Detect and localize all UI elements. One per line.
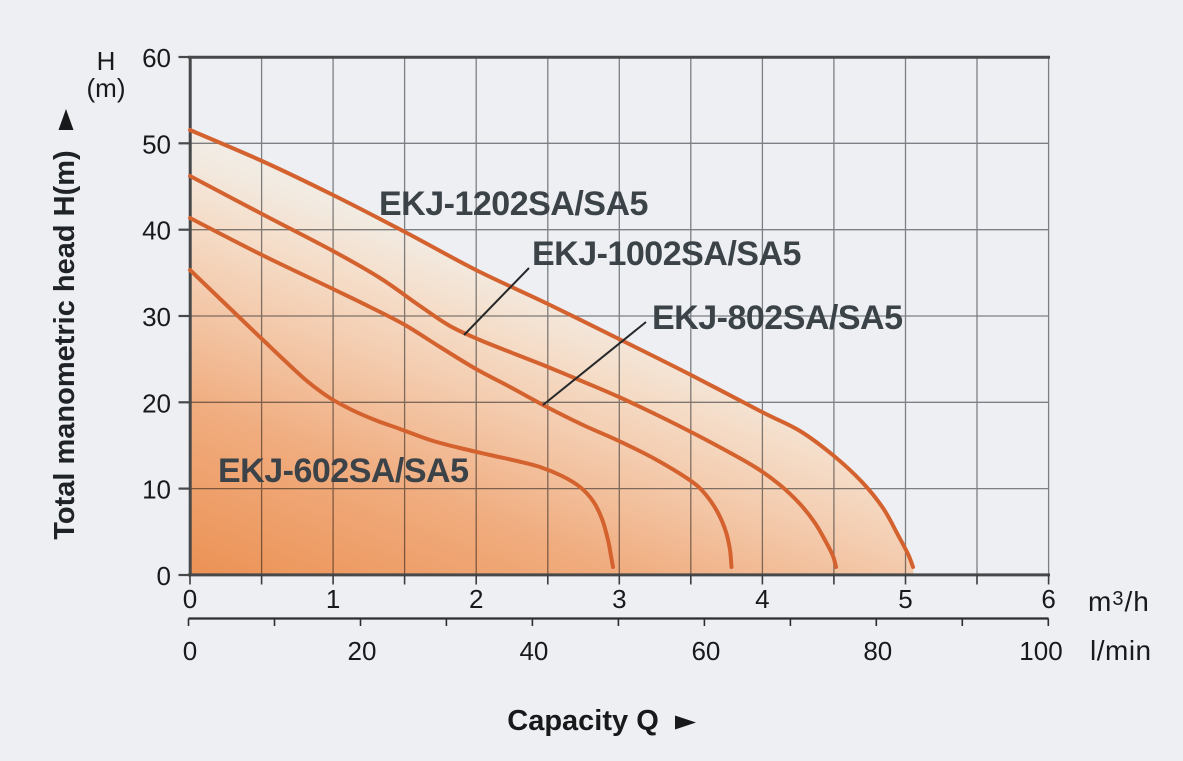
- svg-text:100: 100: [1019, 636, 1062, 666]
- svg-text:20: 20: [142, 388, 171, 418]
- svg-text:10: 10: [142, 475, 171, 505]
- svg-text:60: 60: [691, 636, 720, 666]
- svg-text:3: 3: [612, 584, 626, 614]
- svg-text:5: 5: [898, 584, 912, 614]
- svg-text:Total manometric head H(m): Total manometric head H(m): [49, 150, 81, 539]
- svg-text:6: 6: [1041, 584, 1055, 614]
- svg-text:(m): (m): [87, 73, 126, 103]
- svg-text:1: 1: [326, 584, 340, 614]
- svg-text:50: 50: [142, 129, 171, 159]
- svg-text:80: 80: [863, 636, 892, 666]
- svg-text:m3/h: m3/h: [1088, 586, 1150, 617]
- svg-text:EKJ-1002SA/SA5: EKJ-1002SA/SA5: [532, 235, 801, 273]
- svg-text:2: 2: [469, 584, 483, 614]
- svg-text:H: H: [97, 46, 116, 76]
- svg-text:0: 0: [183, 584, 197, 614]
- svg-text:20: 20: [348, 636, 377, 666]
- svg-text:EKJ-1202SA/SA5: EKJ-1202SA/SA5: [379, 185, 648, 223]
- svg-text:Capacity Q: Capacity Q: [507, 705, 659, 737]
- svg-text:40: 40: [142, 216, 171, 246]
- svg-text:40: 40: [519, 636, 548, 666]
- svg-text:l/min: l/min: [1090, 635, 1152, 666]
- svg-text:60: 60: [142, 43, 171, 73]
- svg-text:4: 4: [755, 584, 769, 614]
- svg-text:0: 0: [183, 636, 197, 666]
- svg-text:EKJ-802SA/SA5: EKJ-802SA/SA5: [652, 299, 903, 337]
- svg-text:0: 0: [157, 561, 171, 591]
- svg-text:30: 30: [142, 302, 171, 332]
- svg-text:EKJ-602SA/SA5: EKJ-602SA/SA5: [218, 452, 469, 490]
